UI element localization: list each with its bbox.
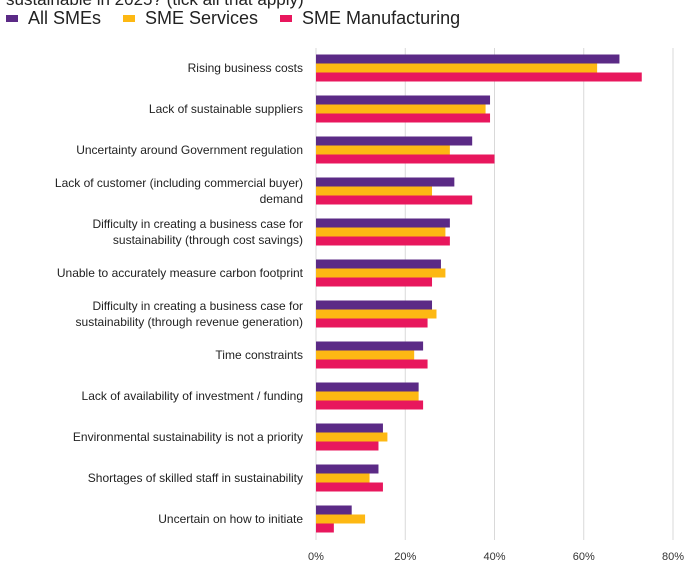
category-label: Uncertainty around Government regulation	[76, 143, 303, 157]
category-label: sustainability (through revenue generati…	[76, 315, 303, 329]
bar	[316, 54, 620, 64]
bar	[316, 309, 437, 319]
category-label: Difficulty in creating a business case f…	[92, 217, 303, 231]
x-tick-label: 20%	[394, 551, 416, 561]
bar	[316, 473, 370, 483]
bar	[316, 236, 450, 246]
legend: All SMEs SME Services SME Manufacturing	[6, 6, 482, 30]
x-tick-label: 60%	[573, 551, 595, 561]
legend-item-all-smes: All SMEs	[6, 8, 101, 29]
x-tick-label: 0%	[308, 551, 324, 561]
bar	[316, 391, 419, 401]
category-label: Lack of availability of investment / fun…	[82, 389, 303, 403]
bar	[316, 72, 642, 82]
bar	[316, 277, 433, 287]
bar	[316, 63, 598, 73]
bar	[316, 514, 366, 524]
category-label: Shortages of skilled staff in sustainabi…	[88, 471, 303, 485]
bar	[316, 482, 383, 492]
bar	[316, 341, 424, 351]
bar	[316, 359, 428, 369]
category-label: sustainability (through cost savings)	[113, 233, 303, 247]
bar	[316, 318, 428, 328]
bar	[316, 259, 441, 269]
bar	[316, 186, 433, 196]
bar	[316, 136, 473, 146]
category-label: Rising business costs	[188, 61, 303, 75]
category-label: Lack of sustainable suppliers	[149, 102, 303, 116]
legend-label-all-smes: All SMEs	[28, 7, 102, 28]
bar	[316, 464, 379, 474]
bar	[316, 154, 495, 164]
chart-title: sustainable in 2025? (tick all that appl…	[6, 0, 304, 10]
bar	[316, 441, 379, 451]
category-label: demand	[260, 192, 303, 206]
legend-swatch-sme-services	[123, 14, 136, 22]
x-tick-label: 80%	[662, 551, 684, 561]
bar	[316, 505, 352, 515]
category-label: Unable to accurately measure carbon foot…	[57, 266, 304, 280]
bar	[316, 268, 446, 278]
legend-label-sme-services: SME Services	[145, 7, 259, 28]
bar	[316, 195, 473, 205]
legend-swatch-sme-manufacturing	[280, 14, 293, 22]
bar	[316, 95, 491, 105]
bar	[316, 227, 446, 237]
category-label: Lack of customer (including commercial b…	[55, 176, 303, 190]
bar	[316, 218, 450, 228]
bar	[316, 423, 383, 433]
bar	[316, 300, 433, 310]
bar	[316, 350, 415, 360]
bar	[316, 382, 419, 392]
bar	[316, 145, 450, 155]
legend-swatch-all-smes	[6, 14, 18, 22]
bar	[316, 177, 455, 187]
bar	[316, 523, 334, 533]
category-label: Difficulty in creating a business case f…	[92, 299, 303, 313]
legend-item-sme-manufacturing: SME Manufacturing	[280, 8, 460, 29]
category-label: Environmental sustainability is not a pr…	[73, 430, 303, 444]
category-label: Uncertain on how to initiate	[158, 512, 303, 526]
legend-label-sme-manufacturing: SME Manufacturing	[302, 7, 461, 28]
bar	[316, 104, 486, 114]
legend-item-sme-services: SME Services	[123, 8, 258, 29]
bar	[316, 113, 491, 123]
bar	[316, 400, 424, 410]
bar	[316, 432, 388, 442]
category-label: Time constraints	[215, 348, 303, 362]
x-tick-label: 40%	[483, 551, 505, 561]
